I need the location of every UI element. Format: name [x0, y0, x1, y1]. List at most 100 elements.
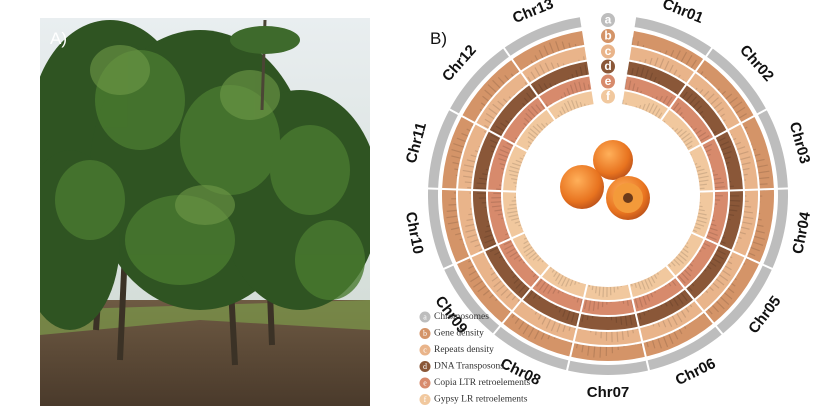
- track-texture: [759, 176, 770, 180]
- track-texture: [491, 205, 502, 208]
- track-texture: [456, 137, 466, 143]
- track-texture: [699, 89, 704, 94]
- track-texture: [644, 58, 647, 64]
- track-texture: [582, 56, 585, 61]
- track-texture: [583, 299, 588, 310]
- track-texture: [465, 228, 476, 233]
- track-texture: [698, 175, 709, 179]
- track-texture: [642, 103, 646, 111]
- track-texture: [468, 213, 473, 216]
- track-texture: [553, 337, 556, 340]
- track-texture: [518, 321, 525, 330]
- track-texture: [670, 261, 676, 267]
- track-texture: [496, 284, 505, 293]
- track-texture: [664, 302, 668, 307]
- track-texture: [695, 129, 702, 135]
- track-texture: [484, 234, 493, 239]
- track-texture: [539, 64, 546, 74]
- track-texture: [533, 85, 540, 95]
- track-texture: [642, 295, 647, 306]
- track-texture: [657, 338, 662, 349]
- track-texture: [756, 158, 765, 162]
- chromosome-label: Chr13: [510, 0, 556, 27]
- track-texture: [683, 326, 687, 329]
- track-texture: [759, 183, 768, 185]
- track-texture: [510, 139, 516, 143]
- track-texture: [635, 66, 640, 77]
- track-texture: [482, 173, 488, 176]
- track-texture: [493, 280, 502, 288]
- track-texture: [525, 249, 535, 257]
- track-texture: [567, 77, 570, 80]
- track-texture: [671, 280, 677, 287]
- track-texture: [706, 93, 715, 101]
- track-texture: [673, 331, 679, 340]
- track-texture: [491, 276, 499, 282]
- track-texture: [643, 311, 646, 316]
- track-texture: [512, 162, 521, 167]
- track-texture: [511, 217, 520, 221]
- track-texture: [451, 155, 461, 159]
- track-texture: [514, 221, 521, 224]
- track-texture: [571, 73, 574, 79]
- track-texture: [530, 71, 536, 80]
- track-texture: [462, 169, 474, 173]
- track-texture: [699, 183, 707, 186]
- track-texture: [556, 62, 560, 68]
- track-texture: [530, 60, 533, 64]
- track-texture: [634, 282, 637, 289]
- track-texture: [720, 296, 730, 306]
- track-texture: [489, 139, 498, 144]
- track-texture: [647, 277, 653, 287]
- track-texture: [678, 130, 687, 138]
- track-texture: [471, 124, 474, 127]
- track-texture: [712, 282, 720, 289]
- track-texture: [725, 161, 730, 165]
- track-texture: [499, 162, 506, 166]
- track-texture: [523, 243, 531, 249]
- track-texture: [521, 86, 523, 89]
- track-texture: [566, 88, 571, 96]
- ring-key: f: [606, 89, 611, 103]
- track-texture: [734, 278, 737, 281]
- track-texture: [710, 128, 713, 130]
- track-texture: [682, 248, 689, 254]
- track-texture: [510, 117, 513, 121]
- track-texture: [649, 57, 653, 65]
- track-texture: [492, 79, 501, 89]
- track-texture: [576, 297, 580, 303]
- legend-label: Gene density: [434, 329, 484, 339]
- track-texture: [586, 315, 589, 321]
- track-texture: [541, 260, 544, 263]
- legend-key: d: [423, 362, 427, 371]
- track-texture: [452, 161, 460, 165]
- ring-key: b: [604, 29, 611, 43]
- track-texture: [550, 62, 555, 70]
- track-texture: [509, 173, 519, 177]
- track-texture: [502, 145, 512, 151]
- track-texture: [598, 286, 601, 296]
- track-texture: [735, 141, 741, 146]
- track-texture: [536, 278, 543, 287]
- track-texture: [536, 123, 544, 131]
- track-texture: [534, 67, 541, 77]
- track-texture: [490, 201, 502, 203]
- track-texture: [498, 158, 507, 162]
- track-texture: [523, 122, 527, 127]
- track-texture: [484, 229, 492, 233]
- track-texture: [477, 285, 487, 293]
- track-texture: [508, 96, 512, 99]
- chromosome-divider: [663, 262, 725, 337]
- track-texture: [686, 266, 693, 272]
- track-texture: [702, 116, 705, 119]
- chromosome-divider: [627, 280, 651, 373]
- chromosome-divider: [687, 230, 775, 271]
- track-texture: [468, 260, 472, 263]
- track-texture: [638, 312, 642, 320]
- track-texture: [498, 255, 503, 259]
- track-texture: [561, 276, 567, 287]
- track-texture: [653, 274, 658, 280]
- track-texture: [703, 242, 711, 248]
- track-texture: [680, 250, 689, 258]
- track-texture: [548, 42, 555, 54]
